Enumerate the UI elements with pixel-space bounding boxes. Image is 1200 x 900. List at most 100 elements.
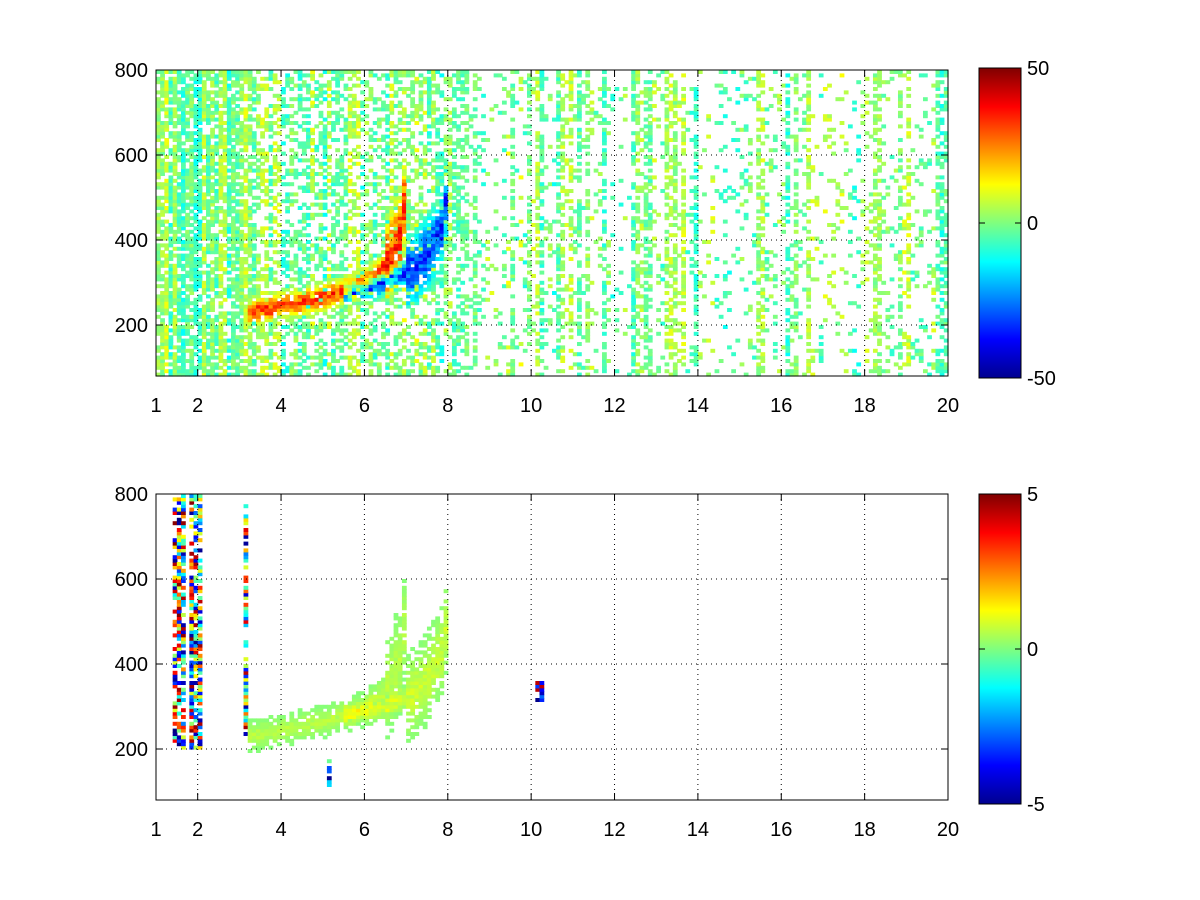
- heatmap-cell: [602, 226, 607, 231]
- heatmap-cell: [406, 114, 411, 119]
- heatmap-cell: [301, 311, 307, 316]
- heatmap-cell: [210, 284, 215, 289]
- heatmap-cell: [356, 284, 361, 289]
- heatmap-cell: [185, 219, 190, 224]
- heatmap-cell: [197, 223, 203, 227]
- heatmap-cell: [222, 70, 228, 74]
- heatmap-cell: [201, 87, 207, 91]
- heatmap-cell: [372, 223, 378, 227]
- heatmap-cell: [406, 199, 411, 204]
- heatmap-cell: [164, 83, 170, 88]
- heatmap-cell: [260, 328, 265, 333]
- heatmap-cell: [468, 117, 474, 122]
- heatmap-cell: [276, 260, 282, 265]
- heatmap-cell: [635, 314, 641, 319]
- heatmap-cell: [385, 352, 391, 357]
- heatmap-cell: [585, 121, 591, 125]
- heatmap-cell: [222, 90, 228, 95]
- heatmap-cell: [226, 138, 232, 142]
- heatmap-cell: [314, 236, 320, 241]
- heatmap-cell: [210, 182, 215, 187]
- heatmap-cell: [201, 107, 207, 112]
- heatmap-cell: [347, 172, 353, 176]
- heatmap-cell: [614, 328, 620, 333]
- heatmap-cell: [414, 114, 420, 119]
- heatmap-cell: [422, 321, 428, 326]
- heatmap-cell: [577, 144, 582, 149]
- heatmap-cell: [560, 127, 566, 132]
- heatmap-cell: [568, 246, 574, 251]
- heatmap-cell: [214, 318, 220, 323]
- heatmap-cell: [189, 192, 195, 197]
- heatmap-cell: [360, 233, 366, 238]
- heatmap-cell: [401, 331, 407, 336]
- heatmap-cell: [222, 318, 228, 323]
- heatmap-cell: [393, 267, 399, 272]
- heatmap-cell: [272, 178, 278, 183]
- heatmap-cell: [410, 311, 416, 316]
- heatmap-cell: [193, 158, 199, 163]
- heatmap-cell: [260, 178, 265, 183]
- heatmap-cell: [160, 229, 165, 234]
- heatmap-cell: [193, 236, 199, 241]
- heatmap-cell: [197, 168, 203, 173]
- heatmap-cell: [260, 229, 265, 234]
- heatmap-cell: [285, 229, 290, 234]
- heatmap-cell: [193, 318, 199, 323]
- heatmap-cell: [193, 246, 199, 251]
- heatmap-cell: [268, 291, 274, 295]
- heatmap-cell: [335, 280, 341, 285]
- heatmap-cell: [368, 134, 374, 139]
- heatmap-cell: [272, 308, 278, 312]
- heatmap-cell: [643, 321, 649, 326]
- heatmap-cell: [451, 114, 457, 119]
- heatmap-cell: [231, 342, 236, 346]
- heatmap-cell: [368, 342, 374, 346]
- heatmap-cell: [185, 202, 190, 207]
- heatmap-cell: [385, 253, 391, 258]
- heatmap-cell: [560, 97, 566, 102]
- heatmap-cell: [422, 127, 428, 132]
- heatmap-cell: [335, 263, 341, 268]
- heatmap-cell: [322, 342, 328, 346]
- heatmap-cell: [372, 253, 378, 258]
- heatmap-cell: [422, 76, 428, 81]
- heatmap-cell: [372, 338, 378, 343]
- heatmap-cell: [539, 155, 545, 159]
- heatmap-cell: [435, 365, 441, 370]
- heatmap-cell: [397, 348, 403, 353]
- heatmap-cell: [376, 291, 382, 295]
- heatmap-cell: [185, 138, 190, 142]
- heatmap-cell: [185, 134, 190, 139]
- heatmap-cell: [168, 250, 174, 255]
- heatmap-cell: [443, 192, 449, 197]
- heatmap-cell: [535, 161, 541, 166]
- heatmap-cell: [456, 338, 461, 343]
- heatmap-cell: [293, 236, 299, 241]
- heatmap-cell: [368, 229, 374, 234]
- heatmap-cell: [168, 175, 174, 180]
- heatmap-cell: [343, 141, 349, 146]
- heatmap-cell: [435, 318, 441, 323]
- heatmap-cell: [335, 287, 341, 292]
- heatmap-cell: [401, 372, 407, 377]
- heatmap-cell: [435, 189, 441, 193]
- heatmap-cell: [368, 304, 374, 309]
- heatmap-cell: [181, 93, 186, 98]
- heatmap-cell: [156, 253, 161, 258]
- heatmap-cell: [256, 321, 261, 326]
- heatmap-cell: [226, 321, 232, 326]
- heatmap-cell: [539, 172, 545, 176]
- heatmap-cell: [214, 93, 220, 98]
- heatmap-cell: [297, 97, 303, 102]
- heatmap-cell: [368, 155, 374, 159]
- heatmap-cell: [285, 369, 290, 374]
- heatmap-cell: [368, 321, 374, 326]
- heatmap-cell: [210, 202, 215, 207]
- heatmap-cell: [472, 73, 478, 78]
- heatmap-cell: [256, 328, 261, 333]
- heatmap-cell: [568, 104, 574, 108]
- heatmap-cell: [339, 165, 345, 170]
- heatmap-cell: [577, 199, 582, 204]
- heatmap-cell: [322, 284, 328, 289]
